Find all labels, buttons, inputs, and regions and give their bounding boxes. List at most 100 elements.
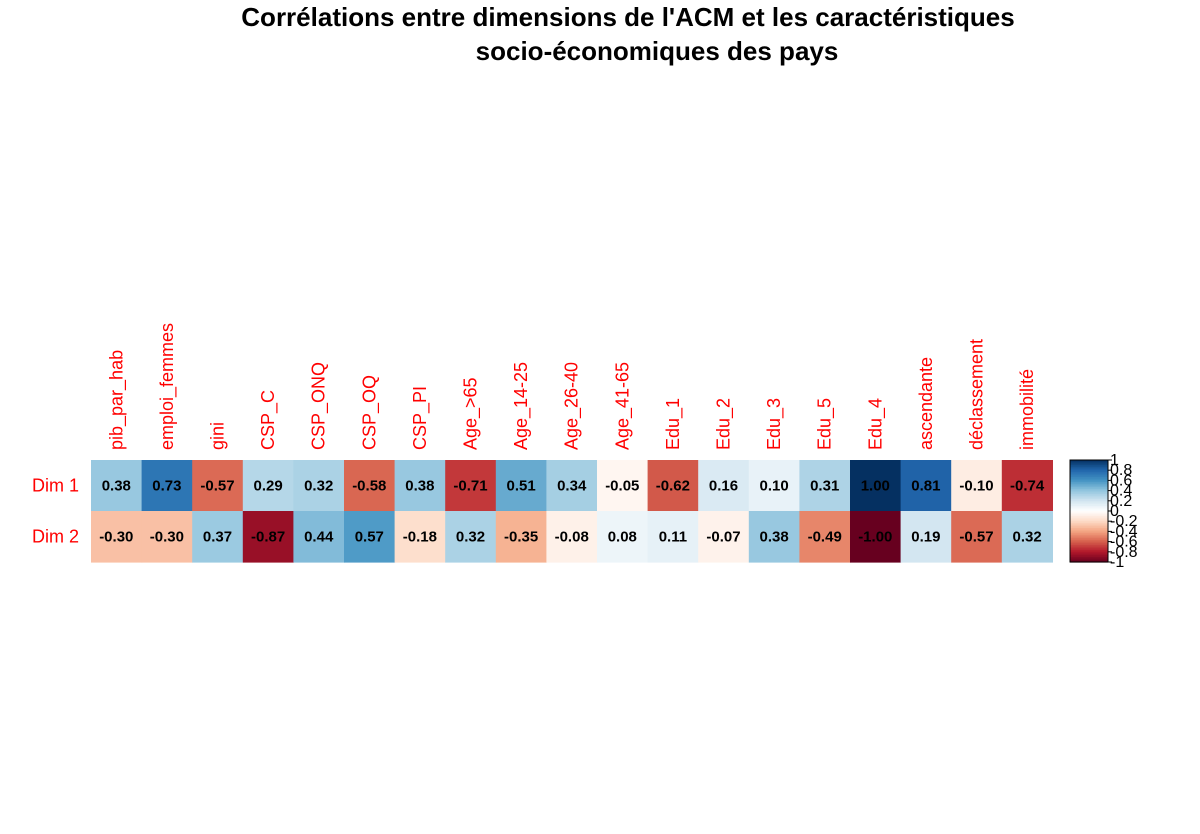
cell-value-r1-c4: 0.29 [253,478,282,495]
legend-strip-51 [1070,545,1108,548]
column-label-9: Age_14-25 [511,362,532,450]
legend-strip-41 [1070,528,1108,531]
legend-strip-34 [1070,516,1108,519]
legend-tick-label-1: 1 [1110,452,1119,469]
legend-strip-7 [1070,470,1108,473]
column-label-14: Edu_3 [764,398,785,450]
cell-r1-c6 [344,460,396,512]
legend-strip-59 [1070,558,1108,561]
cell-value-r2-c11: 0.08 [608,529,637,546]
row-labels: Dim 1 Dim 2 [32,476,79,547]
legend-strip-52 [1070,546,1108,549]
cell-value-r2-c13: -0.07 [706,529,740,546]
legend-strip-31 [1070,511,1108,514]
legend-strip-1 [1070,460,1108,463]
legend-strip-37 [1070,521,1108,524]
legend-strip-27 [1070,504,1108,507]
cell-r1-c1 [91,460,143,512]
cell-r2-c4 [242,511,294,563]
column-label-2: emploi_femmes [157,323,178,450]
column-label-12: Edu_1 [663,398,684,450]
cell-value-r1-c7: 0.38 [405,478,434,495]
legend-strip-6 [1070,468,1108,471]
cell-r2-c9 [495,511,547,563]
legend-strip-26 [1070,502,1108,505]
legend-strip-60 [1070,560,1108,563]
legend-tick-label-11: -1 [1110,554,1124,571]
cell-r1-c8 [445,460,497,512]
cell-r2-c10 [546,511,598,563]
cell-value-r1-c8: -0.71 [453,478,487,495]
legend-strip-20 [1070,492,1108,495]
cell-r2-c7 [394,511,446,563]
column-label-17: ascendante [916,357,936,450]
column-label-10: Age_26-40 [562,362,583,450]
legend-strip-49 [1070,541,1108,544]
legend-strip-2 [1070,461,1108,464]
legend-strip-38 [1070,522,1108,526]
legend-strip-15 [1070,483,1108,487]
cell-r2-c14 [748,511,800,563]
row-label-2: Dim 2 [32,527,79,547]
column-label-19: immobilité [1017,369,1037,450]
legend-strip-42 [1070,529,1108,532]
legend-strip-35 [1070,517,1108,521]
legend-strip-50 [1070,543,1108,546]
cell-value-r1-c15: 0.31 [810,478,839,495]
legend-strip-29 [1070,507,1108,510]
cell-r1-c3 [192,460,244,512]
cell-value-r1-c19: -0.74 [1010,478,1045,495]
cell-r1-c13 [698,460,750,512]
cell-value-r2-c19: 0.32 [1012,529,1041,546]
column-label-8: Age_>65 [461,377,482,450]
column-label-13: Edu_2 [714,398,735,450]
cell-value-r1-c18: -0.10 [959,478,993,495]
cell-value-r2-c16: -1.00 [858,529,892,546]
cell-r1-c2 [141,460,193,512]
legend-strip-45 [1070,534,1108,538]
legend-strip-47 [1070,538,1108,541]
legend-strip-12 [1070,478,1108,481]
cell-value-r2-c17: 0.19 [911,529,940,546]
row-label-1: Dim 1 [32,476,79,496]
legend-strip-33 [1070,514,1108,517]
column-label-5: CSP_ONQ [309,362,330,450]
cell-value-r1-c2: 0.73 [152,478,181,495]
cell-r2-c1 [91,511,143,563]
cell-value-r2-c14: 0.38 [759,529,788,546]
cell-value-r2-c5: 0.44 [304,529,334,546]
legend-strip-4 [1070,465,1108,468]
legend-tick-label-5: 0.2 [1110,493,1132,510]
legend-strip-13 [1070,480,1108,483]
cell-r2-c8 [445,511,497,563]
cell-value-r1-c11: -0.05 [605,478,639,495]
cell-r2-c11 [597,511,649,563]
color-legend: 10.80.60.40.20-0.2-0.4-0.6-0.8-1 [1069,452,1138,571]
cell-value-r2-c7: -0.18 [403,529,437,546]
cell-value-r1-c9: 0.51 [506,478,535,495]
legend-tick-label-8: -0.4 [1110,523,1138,540]
cell-value-r2-c2: -0.30 [150,529,184,546]
column-label-16: Edu_4 [865,398,886,450]
legend-strip-36 [1070,519,1108,522]
legend-tick-label-4: 0.4 [1110,483,1132,500]
legend-strip-3 [1070,463,1108,466]
cell-value-r1-c5: 0.32 [304,478,333,495]
cell-value-r1-c12: -0.62 [656,478,690,495]
column-labels: pib_par_hab emploi_femmes gini CSP_C CSP_ONQ… [106,323,1037,450]
legend-strip-48 [1070,539,1108,543]
legend-strip-58 [1070,556,1108,560]
cell-r2-c2 [141,511,193,563]
legend-strip-18 [1070,488,1108,492]
cell-r1-c18 [951,460,1003,512]
legend-strip-21 [1070,494,1108,497]
legend-strip-24 [1070,499,1108,502]
cell-value-r1-c6: -0.58 [352,478,386,495]
legend-strip-23 [1070,497,1108,500]
cell-value-r2-c3: 0.37 [203,529,232,546]
legend-tick-label-6: 0 [1110,503,1119,520]
cell-value-r1-c1: 0.38 [102,478,131,495]
legend-tick-label-3: 0.6 [1110,472,1132,489]
cell-r2-c3 [192,511,244,563]
